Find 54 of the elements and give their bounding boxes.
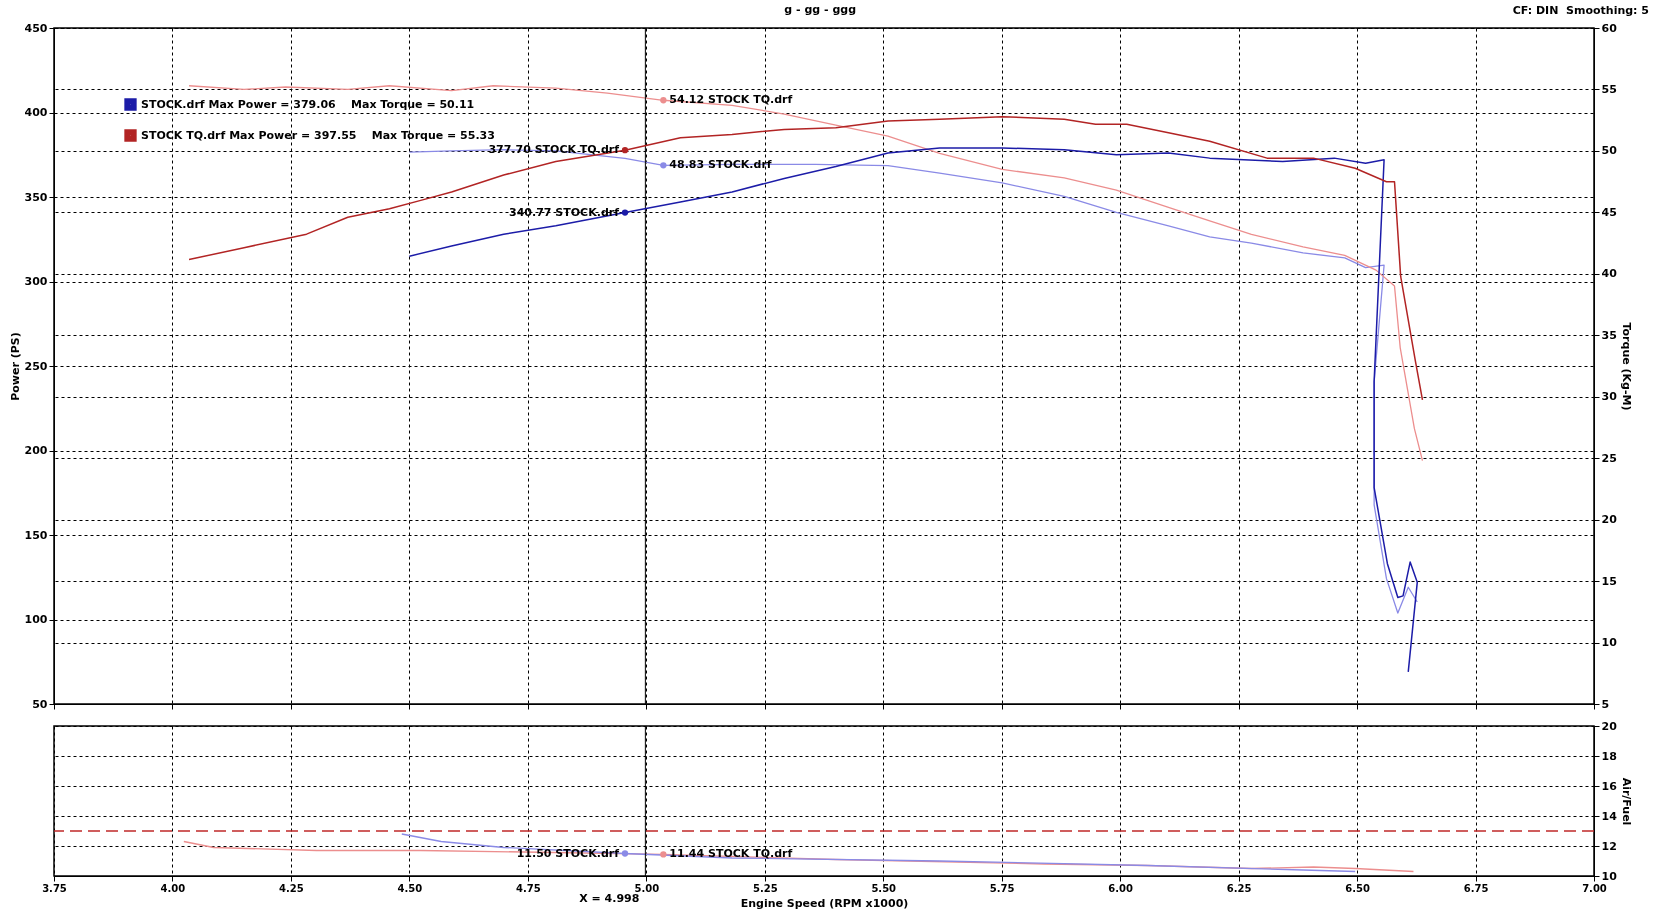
y2-tick-label: 20	[1601, 513, 1618, 527]
y2-tick-label: 55	[1601, 82, 1617, 96]
y2-tick-label: 18	[1601, 749, 1617, 763]
x-tick-label: 4.00	[160, 882, 186, 894]
y-tick-label: 400	[24, 106, 48, 119]
x-tick-label: 6.25	[1226, 882, 1252, 894]
y2-tick-label: 15	[1601, 574, 1617, 588]
chart-subtitle: g - gg - ggg	[784, 3, 857, 17]
data-label: 11.50 STOCK.drf	[516, 846, 620, 860]
data-label: 54.12 STOCK TQ.drf	[669, 93, 793, 107]
x-tick-label: 5.00	[634, 882, 660, 894]
y-axis-title: Power (PS)	[8, 332, 22, 401]
x-tick-label: 6.00	[1108, 882, 1134, 894]
y-tick-label: 50	[32, 697, 48, 711]
y2-tick-label: 40	[1601, 267, 1618, 281]
legend-label: STOCK.drf Max Power = 379.06 Max Torque = 50.11	[141, 97, 475, 111]
x-tick-label: 4.25	[279, 882, 304, 894]
y2-axis-title: Torque (Kg-M)	[1619, 322, 1633, 411]
x-tick-label: 6.75	[1463, 882, 1489, 894]
y-tick-label: 200	[24, 444, 48, 457]
x-tick-label: 5.50	[871, 882, 897, 894]
data-label: 11.44 STOCK TQ.drf	[669, 847, 793, 861]
data-label: 48.83 STOCK.drf	[669, 158, 772, 172]
x-tick-label: 4.75	[516, 882, 541, 894]
x-tick-label: 3.75	[42, 882, 67, 894]
y2-tick-label: 12	[1601, 839, 1617, 853]
x-tick-label: 4.50	[397, 882, 423, 894]
x-tick-label: 6.50	[1345, 882, 1370, 894]
y2-tick-label: 50	[1601, 144, 1618, 158]
y2-tick-label: 35	[1601, 328, 1617, 342]
y2-tick-label: 60	[1601, 21, 1618, 35]
y2-axis-title: Air/Fuel	[1619, 777, 1633, 826]
y-tick-label: 300	[24, 275, 48, 288]
text: CF: DIN Smoothing: 5	[1512, 4, 1649, 17]
y2-tick-label: 30	[1601, 390, 1618, 404]
x-tick-label: 5.75	[989, 882, 1015, 894]
ref-line-label: X = 4.998	[579, 892, 640, 905]
y2-tick-label: 14	[1601, 809, 1618, 823]
legend-label: STOCK TQ.drf Max Power = 397.55 Max Torque = 55.33	[141, 128, 495, 142]
y-tick-label: 250	[24, 359, 48, 373]
x-tick-label: 5.25	[752, 882, 778, 894]
y-tick-label: 350	[24, 190, 48, 204]
y-tick-label: 450	[24, 21, 48, 35]
x-axis-title: Engine Speed (RPM x1000)	[740, 896, 909, 910]
y2-tick-label: 25	[1601, 451, 1617, 465]
y2-tick-label: 16	[1601, 779, 1618, 793]
y2-tick-label: 10	[1601, 636, 1618, 650]
y2-tick-label: 5	[1601, 697, 1610, 711]
y-tick-label: 150	[24, 528, 48, 542]
y2-tick-label: 20	[1601, 719, 1618, 733]
y2-tick-label: 45	[1601, 205, 1617, 219]
y2-tick-label: 10	[1601, 869, 1618, 883]
y-tick-label: 100	[24, 613, 48, 626]
x-tick-label: 7.00	[1582, 882, 1607, 894]
